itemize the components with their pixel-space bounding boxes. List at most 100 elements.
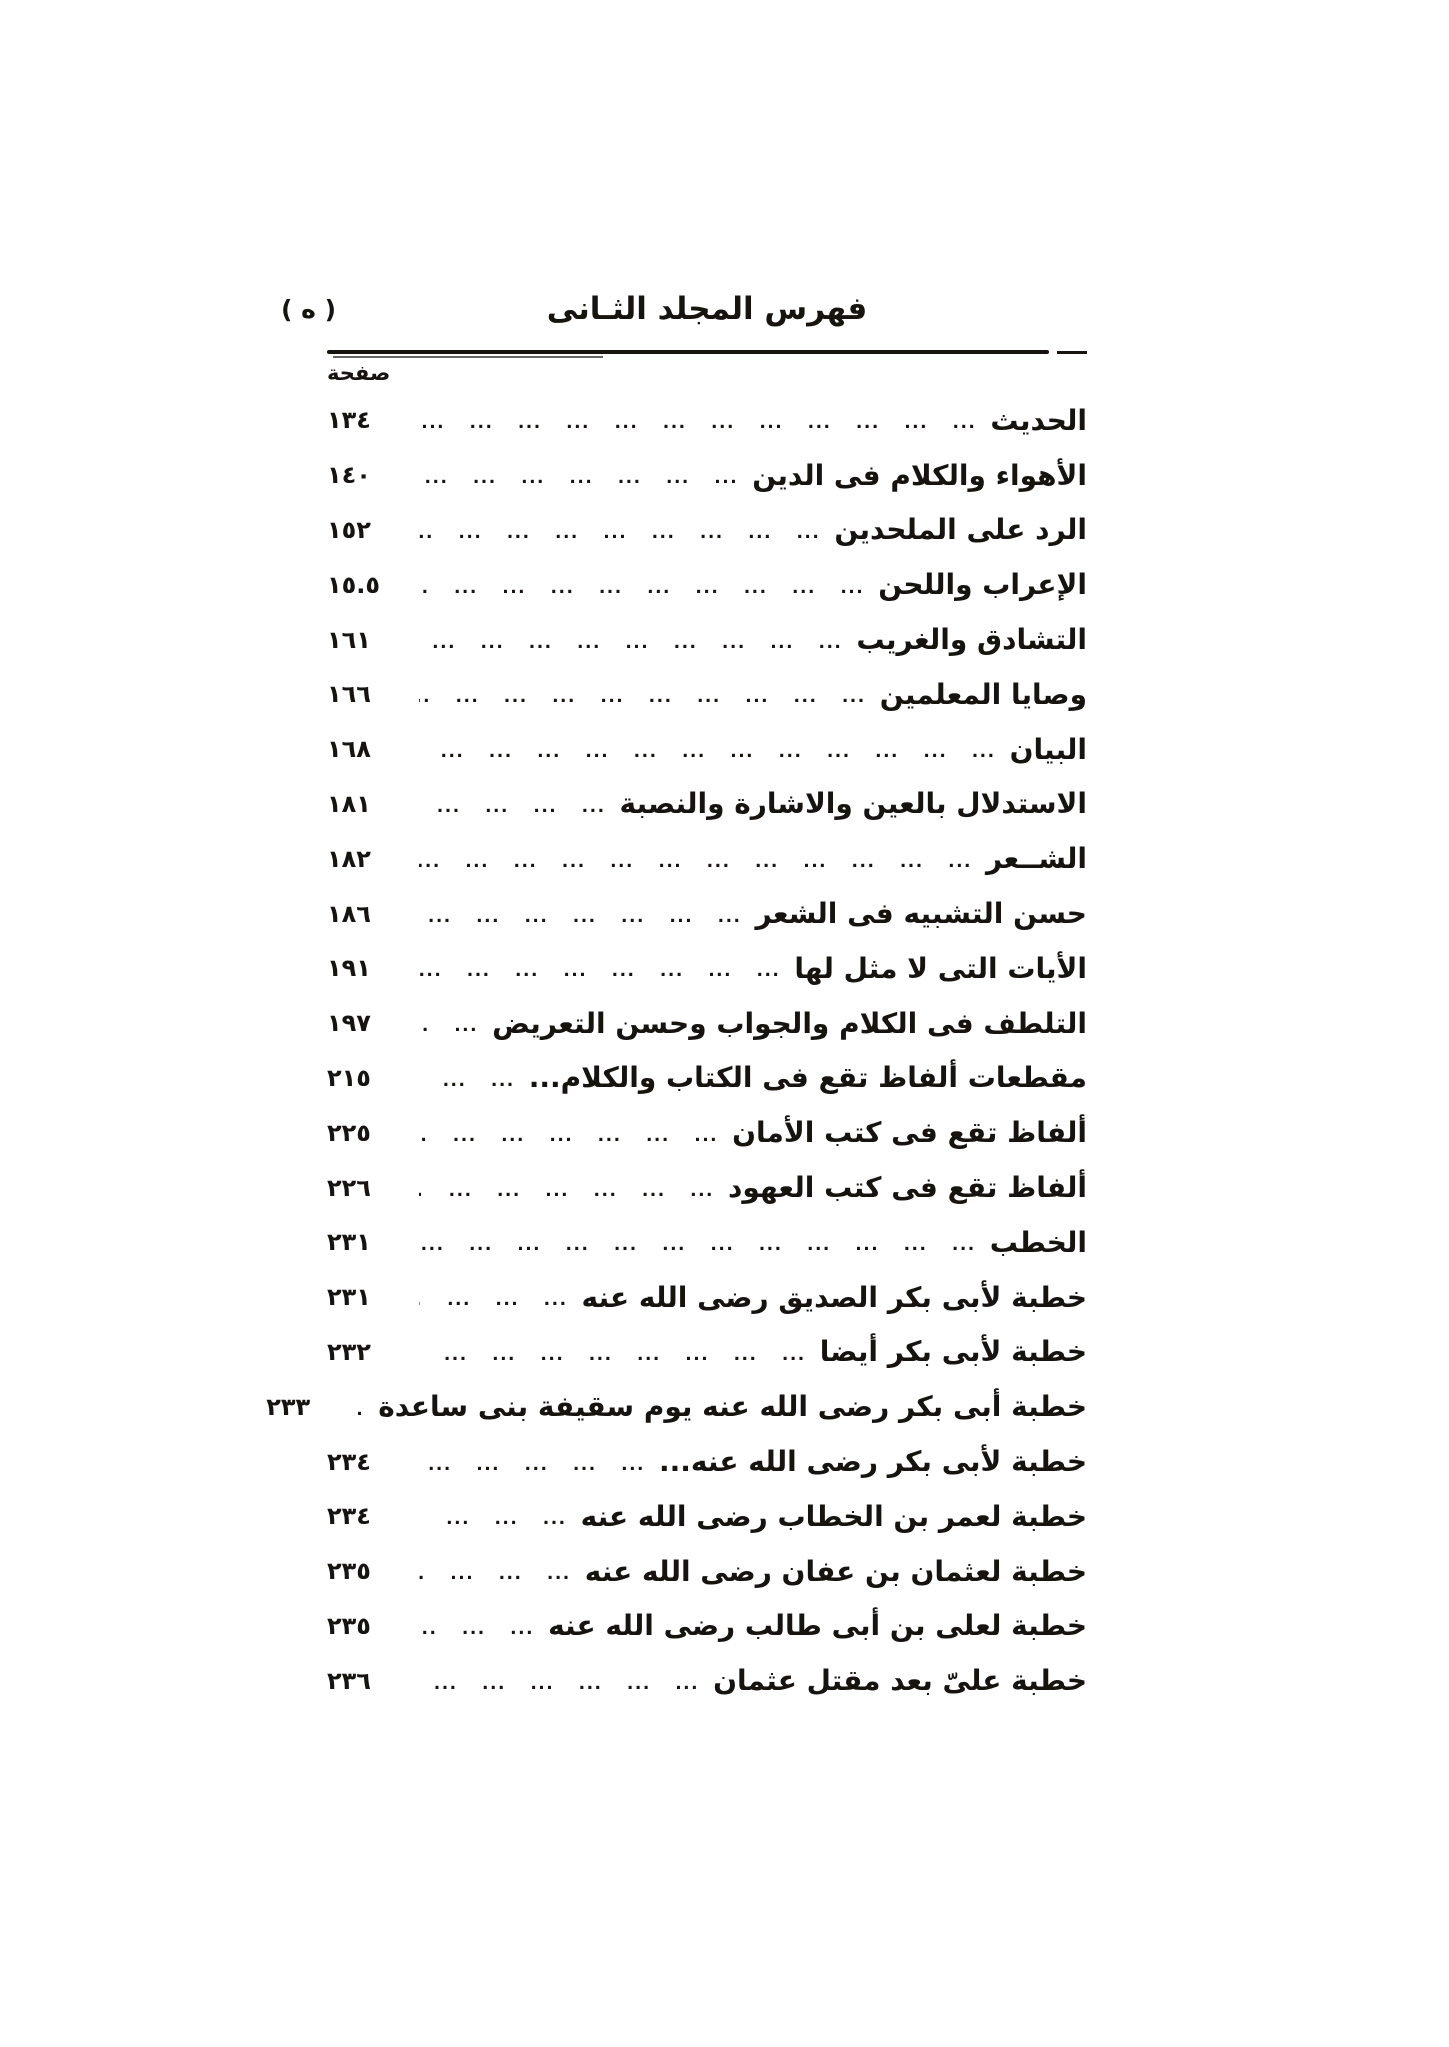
dot-leader: ... ... ... ... ... ... ... ... ... ... … xyxy=(419,1618,535,1639)
dot-leader: ... ... ... ... ... ... ... ... ... ... … xyxy=(358,1400,378,1420)
toc-entry-title: خطبة لعثمان بن عفان رضى الله عنه xyxy=(584,1554,1087,1588)
toc-entry: الرد على الملحدين ... ... ... ... ... ..… xyxy=(327,503,1087,558)
toc-entry: خطبة لعلى بن أبى طالب رضى الله عنه ... .… xyxy=(327,1599,1087,1654)
toc-entry: وصايا المعلمين ... ... ... ... ... ... .… xyxy=(327,667,1087,722)
toc-entry-title: خطبة لعمر بن الخطاب رضى الله عنه xyxy=(580,1499,1087,1533)
dot-leader: ... ... ... ... ... ... ... ... ... ... … xyxy=(419,1509,567,1530)
toc-entry-page-number: ٢٢٥ xyxy=(327,1118,371,1147)
toc-entry-title: التشادق والغريب xyxy=(856,623,1087,657)
toc-entry-title: خطبة علىّ بعد مقتل عثمان xyxy=(713,1664,1087,1698)
dot-leader: ... ... ... ... ... ... ... ... ... ... … xyxy=(419,1454,646,1475)
header-rule-segment xyxy=(1057,351,1087,354)
dot-leader: ... ... ... ... ... ... ... ... ... ... … xyxy=(419,1290,568,1311)
toc-entry-title: وصايا المعلمين xyxy=(879,677,1087,711)
dot-leader: ... ... ... ... ... ... ... ... ... ... … xyxy=(419,1344,806,1365)
toc-entry-page-number: ٢٣٥ xyxy=(327,1611,371,1640)
toc-entry: ألفاظ تقع فى كتب العهود ... ... ... ... … xyxy=(327,1160,1087,1215)
toc-entry-title: خطبة لأبى بكر رضى الله عنه... xyxy=(659,1445,1087,1479)
toc-entry: حسن التشبيه فى الشعر ... ... ... ... ...… xyxy=(327,886,1087,941)
dot-leader: ... ... ... ... ... ... ... ... ... ... … xyxy=(419,906,742,927)
dot-leader: ... ... ... ... ... ... ... ... ... ... … xyxy=(419,1564,571,1585)
toc-entry-page-number: ١٦٨ xyxy=(327,735,371,764)
toc-entry-page-number: ١٥٢ xyxy=(327,515,371,544)
toc-entry-page-number: ١٦١ xyxy=(327,625,371,654)
dot-leader: ... ... ... ... ... ... ... ... ... ... … xyxy=(419,522,821,543)
dot-leader: ... ... ... ... ... ... ... ... ... ... … xyxy=(419,1673,700,1694)
toc-entry-page-number: ١٩١ xyxy=(327,954,371,983)
dot-leader: ... ... ... ... ... ... ... ... ... ... … xyxy=(419,413,977,434)
toc-entry: التلطف فى الكلام والجواب وحسن التعريض ..… xyxy=(327,996,1087,1051)
toc-entry-title: حسن التشبيه فى الشعر xyxy=(755,897,1087,931)
toc-entry-title: الخطب xyxy=(989,1225,1087,1259)
toc-entry-title: الشــعر xyxy=(986,842,1087,876)
toc-entry: مقطعات ألفاظ تقع فى الكتاب والكلام... ..… xyxy=(327,1051,1087,1106)
toc-entry-page-number: ٢٣١ xyxy=(327,1283,371,1312)
dot-leader: ... ... ... ... ... ... ... ... ... ... … xyxy=(419,961,781,982)
toc-entry-page-number: ١٣٤ xyxy=(327,406,371,435)
dot-leader: ... ... ... ... ... ... ... ... ... ... … xyxy=(419,632,843,653)
dot-leader: ... ... ... ... ... ... ... ... ... ... … xyxy=(419,1070,515,1091)
toc-entry: الإعراب واللحن ... ... ... ... ... ... .… xyxy=(327,557,1087,612)
toc-entry-page-number: ١٦٦ xyxy=(327,680,371,709)
toc-entry-page-number: ١٨١ xyxy=(327,789,371,818)
toc-entry-page-number: ٢١٥ xyxy=(327,1063,371,1092)
toc-entry-title: ألفاظ تقع فى كتب العهود xyxy=(728,1171,1087,1205)
page-number-marker: ( ه ) xyxy=(281,295,337,324)
toc-entry-title: التلطف فى الكلام والجواب وحسن التعريض xyxy=(492,1006,1087,1040)
dot-leader: ... ... ... ... ... ... ... ... ... ... … xyxy=(419,1125,719,1146)
header-rule xyxy=(327,350,1049,354)
dot-leader: ... ... ... ... ... ... ... ... ... ... … xyxy=(419,577,865,598)
toc-entry: ألفاظ تقع فى كتب الأمان ... ... ... ... … xyxy=(327,1105,1087,1160)
header-rule-fragment xyxy=(333,356,603,358)
toc-entry: خطبة لعثمان بن عفان رضى الله عنه ... ...… xyxy=(327,1544,1087,1599)
toc-entry-page-number: ١٨٦ xyxy=(327,899,371,928)
toc-entry: الشــعر ... ... ... ... ... ... ... ... … xyxy=(327,831,1087,886)
toc-entry-title: البيان xyxy=(1009,732,1087,766)
toc-entry-page-number: ٢٣٤ xyxy=(327,1447,371,1476)
toc-entry: الخطب ... ... ... ... ... ... ... ... ..… xyxy=(327,1215,1087,1270)
dot-leader: ... ... ... ... ... ... ... ... ... ... … xyxy=(419,687,866,708)
toc-entry: الأيات التى لا مثل لها ... ... ... ... .… xyxy=(327,941,1087,996)
toc-entry-page-number: ٢٣٤ xyxy=(327,1502,371,1531)
dot-leader: ... ... ... ... ... ... ... ... ... ... … xyxy=(419,1180,715,1201)
toc-entry-page-number: ١٩٧ xyxy=(327,1009,371,1038)
toc-entry-title: خطبة لأبى بكر الصديق رضى الله عنه xyxy=(581,1280,1087,1314)
page-title: فهرس المجلد الثـانى xyxy=(546,291,868,327)
toc-entry: خطبة لأبى بكر الصديق رضى الله عنه ... ..… xyxy=(327,1270,1087,1325)
dot-leader: ... ... ... ... ... ... ... ... ... ... … xyxy=(419,1235,976,1256)
toc-entry-page-number: ٢٢٦ xyxy=(327,1173,371,1202)
toc-entry: خطبة علىّ بعد مقتل عثمان ... ... ... ...… xyxy=(327,1653,1087,1708)
page-column-label: صفحة xyxy=(327,361,391,385)
toc-entry-page-number: ٢٣٣ xyxy=(266,1392,311,1421)
toc-entry-page-number: ٢٣٥ xyxy=(327,1557,371,1586)
toc-entry-title: الحديث xyxy=(990,403,1087,437)
toc-entry-title: الرد على الملحدين xyxy=(834,513,1087,547)
dot-leader: ... ... ... ... ... ... ... ... ... ... … xyxy=(419,742,996,763)
dot-leader: ... ... ... ... ... ... ... ... ... ... … xyxy=(419,468,739,489)
toc-entry: خطبة أبى بكر رضى الله عنه يوم سقيفة بنى … xyxy=(266,1379,1087,1434)
toc-entry-title: خطبة أبى بكر رضى الله عنه يوم سقيفة بنى … xyxy=(378,1390,1087,1424)
toc-entry: الحديث ... ... ... ... ... ... ... ... .… xyxy=(327,393,1087,448)
toc-entry-page-number: ١٨٢ xyxy=(327,844,371,873)
toc-entry: خطبة لعمر بن الخطاب رضى الله عنه ... ...… xyxy=(327,1489,1087,1544)
dot-leader: ... ... ... ... ... ... ... ... ... ... … xyxy=(419,851,973,872)
toc-entry-title: خطبة لأبى بكر أيضا xyxy=(819,1335,1087,1369)
toc-entry-title: الأهواء والكلام فى الدين xyxy=(752,458,1087,492)
toc-entry-title: الإعراب واللحن xyxy=(878,568,1087,602)
toc-entry: خطبة لأبى بكر رضى الله عنه... ... ... ..… xyxy=(327,1434,1087,1489)
toc-entry-page-number: ٢٣١ xyxy=(327,1228,371,1257)
toc-entry-title: مقطعات ألفاظ تقع فى الكتاب والكلام... xyxy=(528,1061,1087,1095)
toc-entry-title: الاستدلال بالعين والاشارة والنصبة xyxy=(619,787,1087,821)
toc-entry-page-number: ١٤٠ xyxy=(327,461,371,490)
toc-entry: البيان ... ... ... ... ... ... ... ... .… xyxy=(327,722,1087,777)
toc-entry-page-number: ٢٣٦ xyxy=(327,1666,371,1695)
toc-entry-page-number: ١٥.٥ xyxy=(327,570,381,599)
toc-entry-title: ألفاظ تقع فى كتب الأمان xyxy=(732,1116,1087,1150)
toc-entry: خطبة لأبى بكر أيضا ... ... ... ... ... .… xyxy=(327,1325,1087,1380)
toc-entry-title: الأيات التى لا مثل لها xyxy=(794,951,1087,985)
toc-entry-list: الحديث ... ... ... ... ... ... ... ... .… xyxy=(266,393,1087,1708)
dot-leader: ... ... ... ... ... ... ... ... ... ... … xyxy=(419,796,606,817)
toc-entry: الأهواء والكلام فى الدين ... ... ... ...… xyxy=(327,448,1087,503)
dot-leader: ... ... ... ... ... ... ... ... ... ... … xyxy=(419,1016,479,1037)
toc-entry: التشادق والغريب ... ... ... ... ... ... … xyxy=(327,612,1087,667)
